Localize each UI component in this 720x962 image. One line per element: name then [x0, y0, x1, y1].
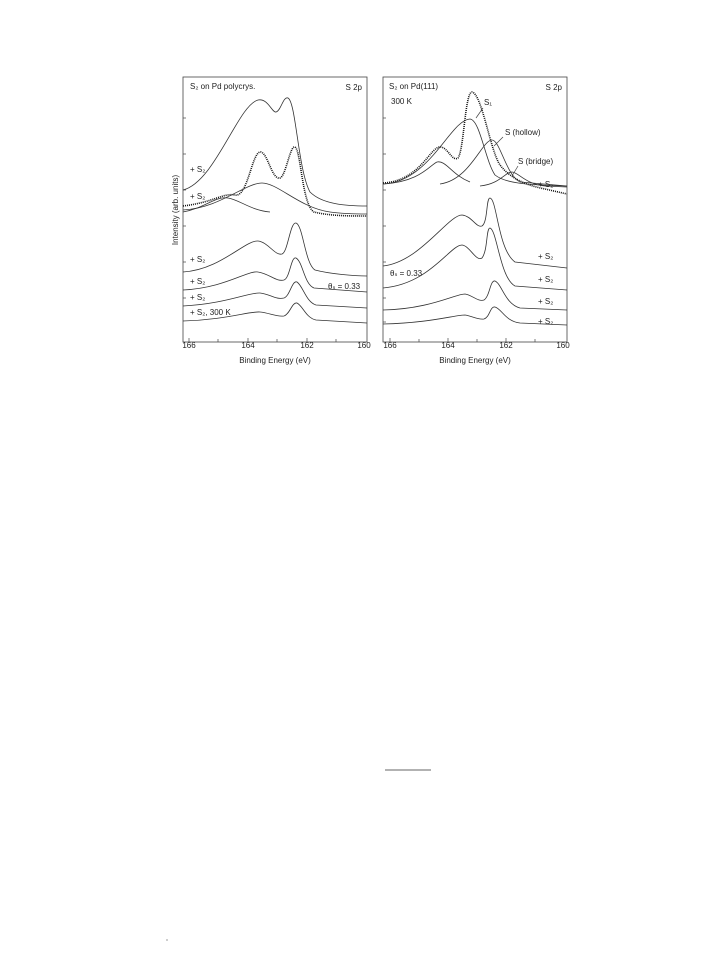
x-axis-label: Binding Energy (eV) [239, 356, 311, 365]
curve-label: + S₂ [538, 180, 553, 189]
x-axis-label: Binding Energy (eV) [439, 356, 511, 365]
panel-right: 166 164 162 160 Binding Energy (eV) S₂ o… [382, 76, 570, 365]
x-tick-label: 166 [383, 341, 397, 350]
curve-label: + S₂, 300 K [190, 308, 231, 317]
region-label: S 2p [346, 83, 363, 92]
pointer [475, 107, 484, 119]
spectrum [182, 222, 368, 277]
speck [166, 939, 168, 941]
curve-label: + S₂ [190, 192, 205, 201]
ticks [383, 117, 536, 342]
x-tick-label: 160 [556, 341, 570, 350]
coverage-label: θₛ = 0.33 [390, 269, 423, 278]
pointer [493, 136, 504, 147]
component [382, 118, 568, 187]
spectrum [182, 281, 368, 309]
curve-label: + S₂ [538, 275, 553, 284]
x-tick-label: 164 [241, 341, 255, 350]
region-label: S 2p [546, 83, 563, 92]
panel-frame [382, 76, 568, 343]
component-label: S (hollow) [505, 128, 541, 137]
component [479, 171, 568, 188]
spectrum [382, 197, 568, 269]
y-axis-label: Intensity (arb. units) [171, 175, 180, 246]
curve-label: + S₂ [538, 252, 553, 261]
fit-curve [182, 146, 368, 217]
x-tick-label: 166 [182, 341, 196, 350]
curve-label: + S₂ [190, 277, 205, 286]
component-label: S₁ [484, 98, 492, 107]
x-tick-label: 160 [357, 341, 371, 350]
pointer [511, 165, 519, 177]
spectrum [182, 97, 368, 207]
curve-label: + S₂ [190, 293, 205, 302]
component-label: S (bridge) [518, 157, 553, 166]
component [182, 197, 271, 213]
ticks [183, 117, 337, 342]
spectrum [382, 280, 568, 311]
curve-label: + S₂ [538, 317, 553, 326]
spectrum [382, 227, 568, 291]
temperature-label: 300 K [391, 97, 413, 106]
x-tick-label: 162 [300, 341, 314, 350]
panel-frame [182, 76, 368, 343]
x-tick-label: 164 [441, 341, 455, 350]
panel-left: 166 164 162 160 Binding Energy (eV) S₂ o… [171, 76, 371, 365]
x-tick-label: 162 [499, 341, 513, 350]
curve-label: + S₂ [538, 297, 553, 306]
component [439, 139, 568, 187]
spectrum [382, 306, 568, 326]
panel-title: S₂ on Pd polycrys. [190, 82, 255, 91]
curve-label: + S₂ [190, 255, 205, 264]
coverage-label: θₛ = 0.33 [328, 282, 361, 291]
component [382, 161, 471, 185]
spectrum [182, 257, 368, 293]
spectrum [182, 302, 368, 324]
curve-label: + S₂ [190, 165, 205, 174]
panel-title: S₂ on Pd(111) [389, 82, 438, 91]
